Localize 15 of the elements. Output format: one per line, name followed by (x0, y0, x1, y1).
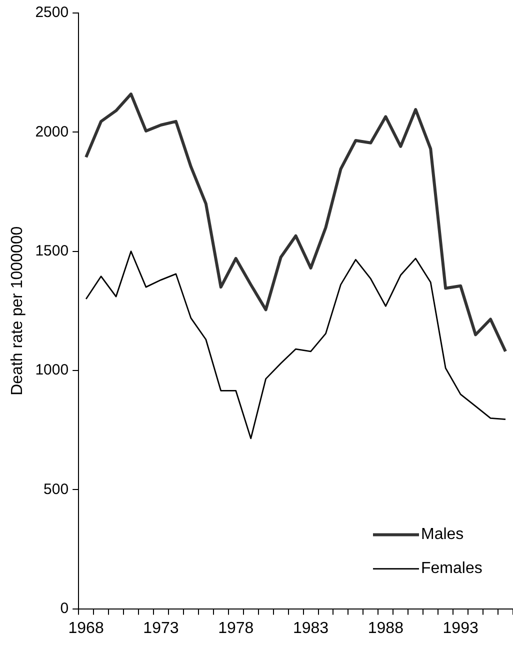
y-tick-label: 2000 (35, 123, 69, 140)
y-tick-label: 1000 (35, 362, 69, 379)
x-tick-label: 1973 (143, 620, 179, 637)
y-tick-label: 2500 (35, 4, 69, 22)
legend-label: Males (421, 526, 464, 544)
y-tick-label: 500 (44, 480, 69, 498)
x-tick-label: 1983 (292, 620, 329, 637)
x-tick-label: 1988 (368, 620, 404, 637)
y-tick-label: 0 (60, 600, 69, 617)
x-tick-label: 1968 (68, 620, 104, 637)
x-tick-label: 1978 (218, 620, 254, 637)
y-axis-title: Death rate per 1000000 (9, 226, 26, 396)
y-tick-label: 1500 (35, 242, 69, 260)
legend-label: Females (421, 560, 482, 578)
x-tick-label: 1993 (442, 620, 478, 637)
